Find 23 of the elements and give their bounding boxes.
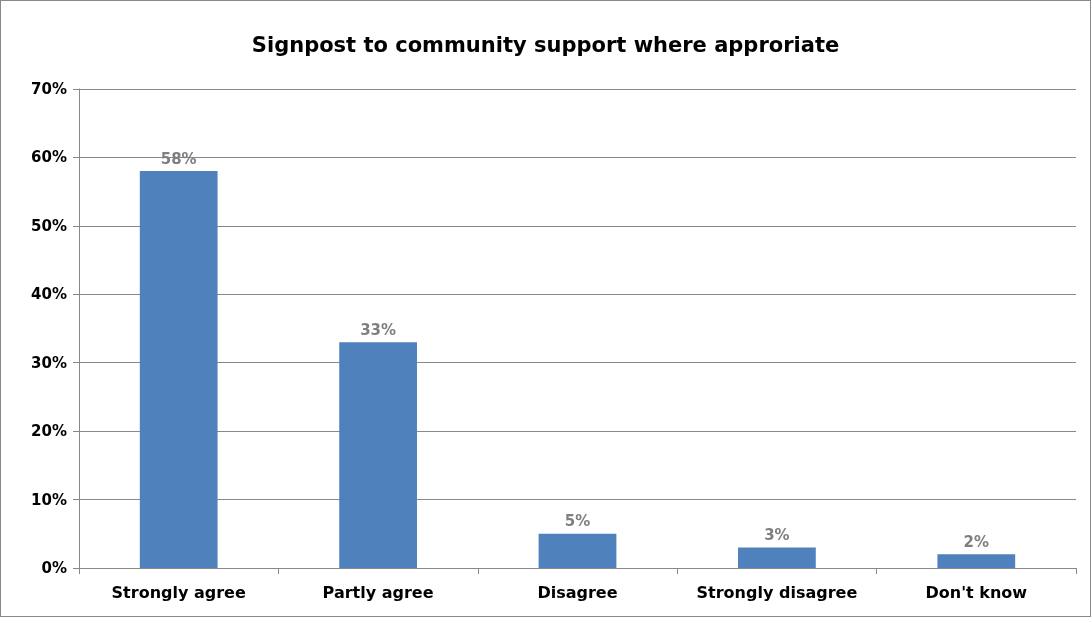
x-tick-label: Don't know [925,582,1028,602]
x-tick-label: Partly agree [322,582,434,602]
y-tick-label: 60% [31,148,67,167]
data-label: 33% [360,320,397,339]
y-tick-label: 20% [31,422,67,441]
bar [538,533,617,568]
y-tick-label: 40% [31,285,67,304]
bar [738,547,816,568]
data-label: 3% [764,525,790,544]
x-tick-label: Strongly disagree [696,582,858,602]
chart-title: Signpost to community support where approriate [251,32,840,57]
y-tick-label: 70% [31,80,67,98]
y-tick-label: 30% [31,353,67,372]
x-tick-label: Strongly agree [111,582,246,602]
bar [937,554,1016,568]
data-label: 5% [564,512,591,531]
y-tick-label: 0% [41,559,67,577]
y-tick-label: 10% [31,490,67,509]
x-tick-label: Disagree [537,582,618,602]
data-label: 2% [963,532,990,551]
bar [339,342,417,568]
y-tick-label: 50% [31,216,67,235]
bar [139,171,218,568]
